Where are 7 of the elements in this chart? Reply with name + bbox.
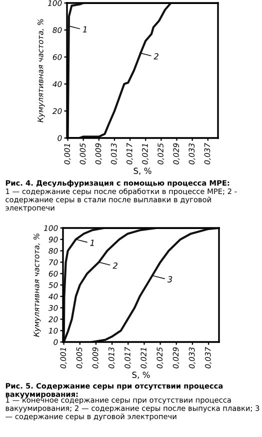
x-axis-title: S, %: [134, 168, 152, 175]
annotation: 2: [112, 262, 118, 269]
annotation: 1: [90, 240, 94, 246]
annotation: 2: [154, 53, 158, 60]
annotation: 3: [167, 276, 172, 282]
x-axis-title: S, %: [132, 372, 150, 379]
annotation: 1: [82, 26, 86, 32]
